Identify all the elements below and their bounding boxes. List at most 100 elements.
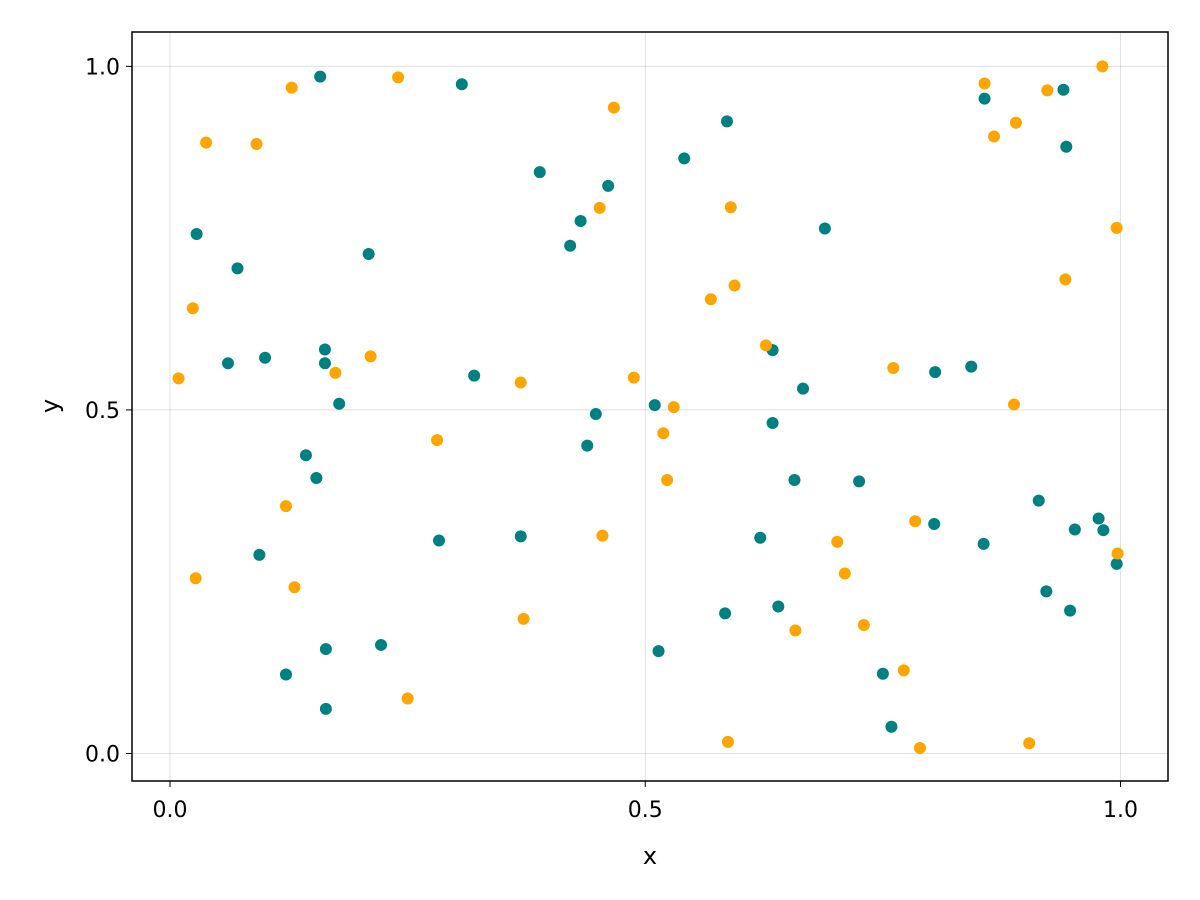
y-axis-label: y [36,399,64,413]
grid-lines [132,32,1168,781]
data-point [514,376,527,389]
y-tick-label: 0.5 [85,399,120,424]
data-point [978,92,991,105]
data-point [1009,116,1022,129]
data-point [897,664,910,677]
data-point [977,537,990,550]
data-point [648,399,661,412]
data-point [602,179,615,192]
plot-frame [131,31,1169,782]
axis-ticks: 0.0 0.5 1.0 0.0 0.5 1.0 [85,55,1138,823]
data-point [288,581,301,594]
data-point [333,397,346,410]
data-point [876,667,889,680]
y-tick-label: 1.0 [85,55,120,80]
data-point [627,371,640,384]
data-point [661,474,674,487]
data-point [838,567,851,580]
data-point [1059,273,1072,286]
data-point [533,166,546,179]
data-point [720,115,733,128]
data-point [724,201,737,214]
data-point [514,530,527,543]
data-point [468,369,481,382]
data-point [596,529,609,542]
data-point [887,362,900,375]
data-point [431,434,444,447]
data-point [329,366,342,379]
data-point [1023,737,1036,750]
data-point [517,612,530,625]
data-point [231,262,244,275]
x-tick-label: 0.5 [628,798,663,823]
data-point [189,572,202,585]
data-point [190,228,203,241]
data-point [593,201,606,214]
data-point [831,535,844,548]
data-point [988,130,1001,143]
data-point [607,101,620,114]
data-point [667,401,680,414]
data-point [564,239,577,252]
data-point [186,302,199,315]
data-point [754,531,767,544]
y-tick-label: 0.0 [85,743,120,768]
data-point [364,350,377,363]
data-point [772,600,785,613]
data-point [965,360,978,373]
data-point [589,408,602,421]
data-point [1097,524,1110,537]
data-point [913,742,926,755]
data-point [455,78,468,91]
data-point [432,534,445,547]
data-point [1057,83,1070,96]
x-tick-label: 1.0 [1103,798,1138,823]
data-point [1110,221,1123,234]
data-point [392,71,405,84]
data-point [1041,84,1054,97]
data-point [319,702,332,715]
data-point [1092,512,1105,525]
data-point [978,77,991,90]
data-point [678,152,691,165]
data-point [310,471,323,484]
data-point [1040,585,1053,598]
data-point [314,70,327,83]
data-point [221,357,234,370]
data-point [259,351,272,364]
data-point [909,515,922,528]
data-point [1111,547,1124,560]
data-point [1060,140,1073,153]
data-point [928,518,941,531]
x-tick-label: 0.0 [153,798,188,823]
data-point [719,607,732,620]
data-point [375,638,388,651]
data-point [853,475,866,488]
data-point [318,343,331,356]
data-point [721,735,734,748]
data-point [1032,494,1045,507]
data-point [1068,523,1081,536]
data-point [299,449,312,462]
data-point [1008,398,1021,411]
data-point [857,619,870,632]
data-point [401,692,414,705]
data-points [172,60,1124,755]
data-point [885,720,898,733]
data-point [704,293,717,306]
x-axis-label: x [643,842,657,870]
data-point [818,222,831,235]
data-point [253,548,266,561]
data-point [318,357,331,370]
data-point [279,500,292,513]
data-point [728,279,741,292]
data-point [362,247,375,260]
data-point [172,372,185,385]
data-point [581,439,594,452]
data-point [929,366,942,379]
data-point [788,474,801,487]
data-point [200,136,213,149]
data-point [766,416,779,429]
data-point [657,427,670,440]
